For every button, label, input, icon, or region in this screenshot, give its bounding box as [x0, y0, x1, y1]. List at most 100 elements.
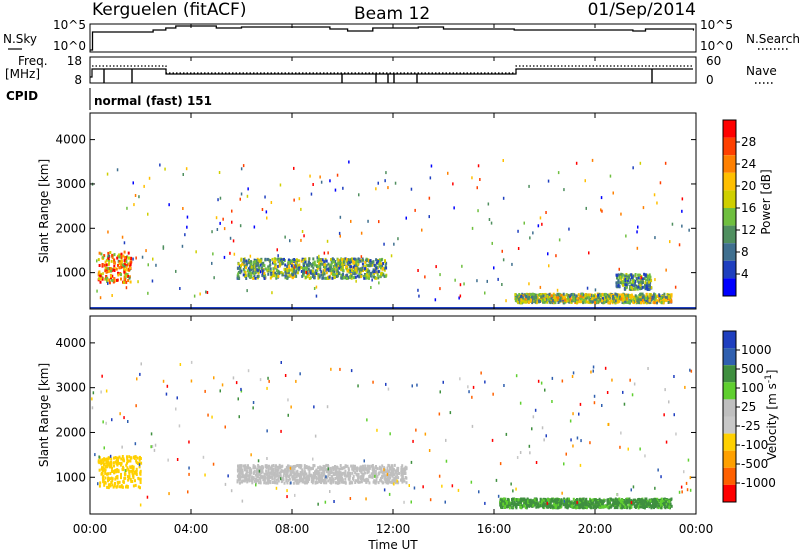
echo-cell [199, 292, 201, 296]
echo-cell [309, 271, 312, 275]
echo-cell [346, 464, 349, 468]
echo-cell [506, 505, 509, 509]
echo-cell [347, 258, 350, 262]
echo-cell [113, 261, 116, 265]
echo-cell [416, 383, 418, 387]
echo-cell [642, 504, 645, 508]
echo-cell [306, 475, 308, 479]
echo-cell [601, 501, 603, 505]
echo-cell [372, 480, 375, 484]
echo-cell [397, 476, 400, 480]
echo-cell [135, 256, 137, 260]
echo-cell [336, 476, 339, 480]
echo-cell [616, 274, 619, 277]
echo-cell [641, 502, 644, 506]
echo-cell [353, 272, 356, 276]
echo-cell [625, 286, 628, 290]
echo-cell [624, 502, 627, 506]
echo-cell [689, 368, 691, 372]
echo-cell [184, 233, 186, 237]
echo-cell [357, 476, 360, 479]
echo-cell [600, 499, 603, 503]
echo-cell [324, 276, 327, 280]
echo-cell [578, 498, 581, 502]
echo-cell [362, 264, 365, 268]
echo-cell [629, 378, 631, 382]
echo-cell [410, 460, 413, 464]
echo-cell [438, 412, 441, 416]
colorbar-tick-label: 100 [741, 381, 764, 395]
echo-cell [376, 273, 379, 277]
echo-cell [152, 257, 154, 261]
echo-cell [614, 506, 617, 509]
echo-cell [594, 504, 597, 508]
echo-cell [574, 299, 577, 303]
echo-cell [537, 224, 540, 228]
echo-cell [590, 506, 593, 510]
echo-cell [286, 474, 289, 478]
echo-cell [297, 267, 300, 271]
echo-cell [606, 503, 609, 506]
echo-cell [193, 294, 196, 298]
echo-cell [607, 294, 610, 298]
echo-cell [323, 471, 326, 475]
echo-cell [202, 455, 205, 459]
echo-cell [557, 171, 560, 175]
echo-cell [332, 269, 335, 273]
echo-cell [542, 501, 545, 505]
echo-cell [546, 294, 549, 298]
echo-cell [528, 282, 530, 286]
echo-cell [558, 238, 561, 242]
echo-cell [110, 460, 112, 464]
echo-cell [251, 264, 254, 268]
echo-cell [345, 258, 348, 261]
echo-cell [660, 499, 663, 503]
echo-cell [138, 465, 141, 469]
echo-cell [276, 268, 279, 272]
echo-cell [129, 459, 132, 463]
echo-cell [637, 273, 640, 277]
echo-cell [361, 467, 364, 471]
echo-cell [617, 501, 619, 504]
echo-cell [139, 503, 142, 507]
echo-cell [609, 505, 612, 509]
echo-cell [657, 506, 660, 510]
echo-cell [212, 462, 215, 466]
echo-cell [107, 486, 110, 490]
echo-cell [533, 293, 536, 297]
echo-cell [530, 298, 533, 302]
echo-cell [379, 478, 382, 482]
echo-cell [115, 485, 118, 489]
echo-cell [577, 504, 580, 507]
echo-cell [387, 475, 390, 479]
echo-cell [525, 502, 528, 506]
echo-cell [657, 299, 660, 303]
echo-cell [568, 504, 571, 508]
echo-cell [381, 267, 384, 271]
echo-cell [254, 466, 257, 470]
echo-cell [520, 301, 523, 305]
echo-cell [117, 259, 120, 263]
echo-cell [312, 466, 314, 470]
echo-cell [631, 502, 634, 506]
echo-cell [379, 274, 382, 278]
echo-cell [603, 505, 606, 509]
echo-cell [106, 460, 109, 464]
echo-cell [295, 261, 298, 265]
echo-cell [229, 251, 231, 255]
echo-cell [378, 261, 381, 265]
echo-cell [256, 479, 259, 483]
echo-cell [343, 276, 346, 279]
echo-cell [501, 506, 504, 509]
echo-cell [612, 297, 615, 301]
echo-cell [430, 164, 433, 168]
echo-cell [242, 164, 245, 168]
echo-cell [298, 265, 301, 269]
echo-cell [568, 227, 570, 231]
echo-cell [350, 219, 352, 223]
echo-cell [515, 487, 517, 491]
echo-cell [658, 294, 661, 298]
echo-cell [259, 270, 262, 274]
echo-cell [589, 499, 592, 503]
echo-cell [541, 426, 544, 430]
